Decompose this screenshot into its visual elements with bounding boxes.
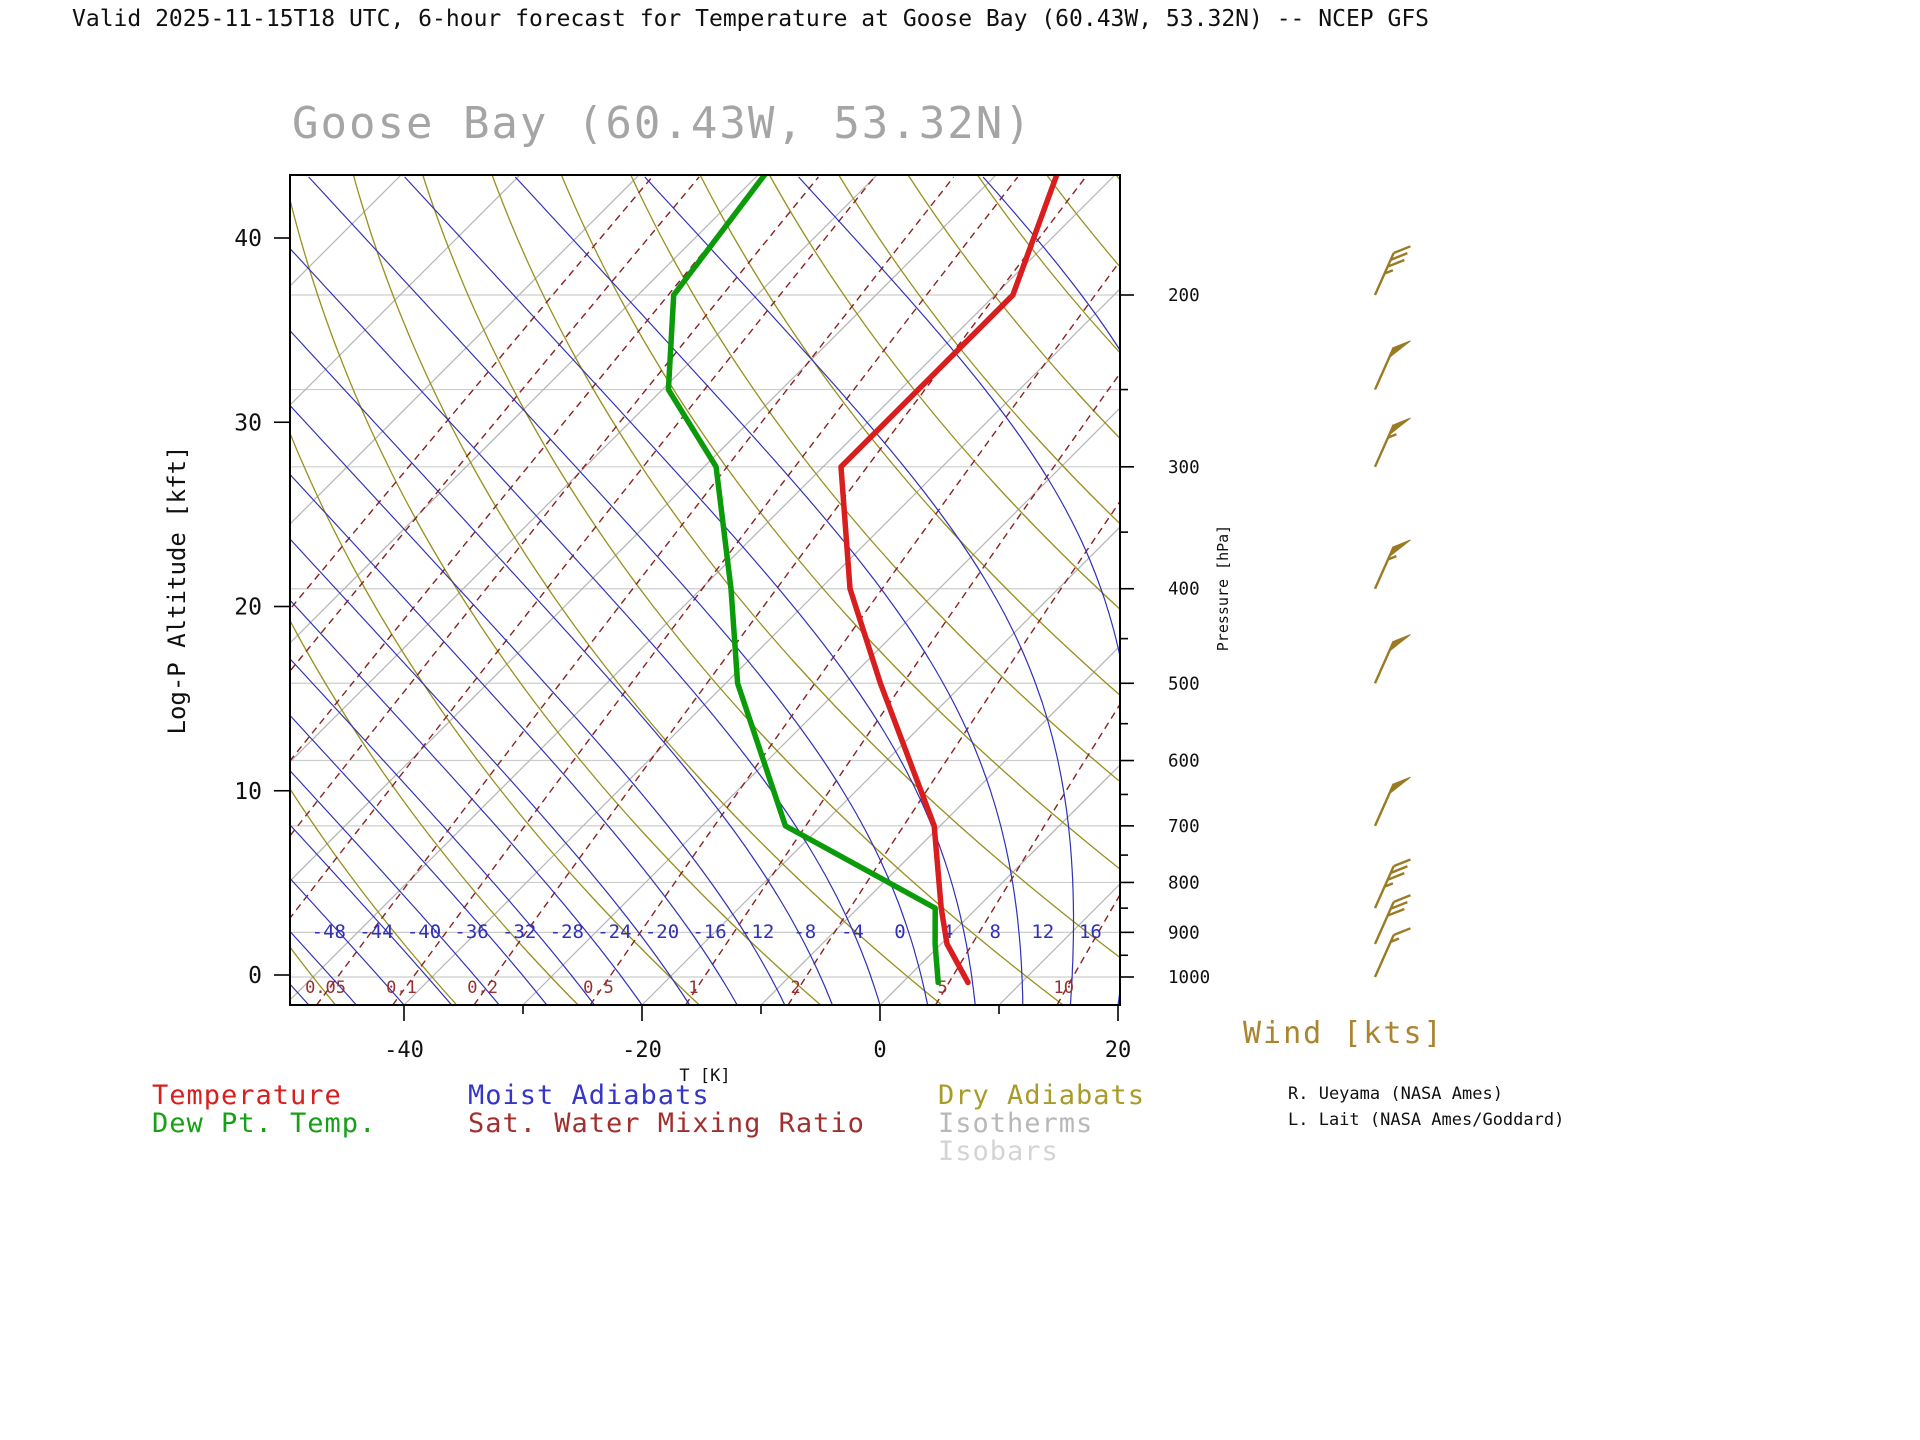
plot-field: -48 -44 -40 -36 -32 -28 -24 -20 -16 -12 -8 -4 0 4 8 12 1… bbox=[290, 175, 1120, 1005]
credit-line-2: L. Lait (NASA Ames/Goddard) bbox=[1288, 1110, 1565, 1130]
pressure-tick-label: 500 bbox=[1168, 674, 1200, 694]
mixing-ratio-label: 1 bbox=[688, 978, 698, 998]
x-axis-title: T [K] bbox=[679, 1066, 731, 1086]
wind-barb bbox=[1373, 245, 1411, 296]
chart-title: Goose Bay (60.43W, 53.32N) bbox=[292, 98, 1033, 149]
temp-tick-label: 0 bbox=[873, 1038, 886, 1063]
generated-chart-layers: -48 -44 -40 -36 -32 -28 -24 -20 -16 -12 -8 -4 0 4 8 12 1… bbox=[234, 174, 1411, 1063]
isotherms-group bbox=[290, 175, 1120, 1005]
legend-temperature: Temperature bbox=[152, 1080, 342, 1111]
temp-tick-label: -40 bbox=[384, 1038, 424, 1063]
moist-adiabat-label: -48 bbox=[312, 921, 346, 943]
mixing-ratio-label: 5 bbox=[938, 978, 948, 998]
moist-adiabat-label: -16 bbox=[692, 921, 726, 943]
wind-barbs-group bbox=[1373, 245, 1411, 978]
moist-adiabat-labels: -48 -44 -40 -36 -32 -28 -24 -20 -16 -12 -8 -4 0 4 8 12 1… bbox=[312, 921, 1102, 943]
moist-adiabat-label: 8 bbox=[989, 921, 1000, 943]
legend-moist-adiabats: Moist Adiabats bbox=[468, 1080, 710, 1111]
moist-adiabat-label: 16 bbox=[1079, 921, 1102, 943]
pressure-tick-label: 1000 bbox=[1168, 968, 1210, 988]
mixing-ratio-labels: 0.05 0.1 0.2 0.5 1 2 5 10 bbox=[305, 978, 1074, 998]
wind-barb bbox=[1373, 340, 1411, 391]
dry-adiabats-group bbox=[290, 175, 1120, 1005]
wind-barb bbox=[1373, 858, 1411, 909]
moist-adiabats-group bbox=[290, 176, 1120, 1005]
pressure-tick-label: 300 bbox=[1168, 458, 1200, 478]
mixing-ratio-label: 0.5 bbox=[583, 978, 614, 998]
mixing-ratio-label: 0.1 bbox=[386, 978, 417, 998]
wind-barb bbox=[1373, 927, 1411, 978]
plot-frame bbox=[289, 174, 1121, 1006]
y-axis-title: Log-P Altitude [kft] bbox=[163, 446, 191, 735]
moist-adiabat-label: 0 bbox=[894, 921, 905, 943]
moist-adiabat-label: 12 bbox=[1031, 921, 1054, 943]
temperature-trace bbox=[838, 175, 1060, 986]
moist-adiabat-label: -12 bbox=[740, 921, 774, 943]
altitude-tick-label: 40 bbox=[234, 226, 262, 252]
pressure-tick-label: 600 bbox=[1168, 752, 1200, 772]
mixing-ratio-group bbox=[290, 176, 1120, 1005]
moist-adiabat-label: -40 bbox=[407, 921, 441, 943]
pressure-tick-label: 900 bbox=[1168, 923, 1200, 943]
mixing-ratio-label: 2 bbox=[791, 978, 801, 998]
legend-mixing-ratio: Sat. Water Mixing Ratio bbox=[468, 1108, 865, 1139]
moist-adiabat-label: -8 bbox=[793, 921, 816, 943]
legend-isobars: Isobars bbox=[938, 1136, 1059, 1167]
moist-adiabat-label: -4 bbox=[841, 921, 864, 943]
legend-dry-adiabats: Dry Adiabats bbox=[938, 1080, 1146, 1111]
pressure-tick-label: 400 bbox=[1168, 580, 1200, 600]
altitude-tick-label: 20 bbox=[234, 595, 262, 621]
moist-adiabat-label: -36 bbox=[454, 921, 488, 943]
mixing-ratio-label: 0.2 bbox=[467, 978, 498, 998]
mixing-ratio-label: 10 bbox=[1054, 978, 1074, 998]
wind-barb bbox=[1373, 894, 1411, 945]
moist-adiabat-label: -24 bbox=[597, 921, 631, 943]
header-title: Valid 2025-11-15T18 UTC, 6-hour forecast… bbox=[72, 6, 1430, 32]
tick-labels: 0102030402003004005006007008009001000-40… bbox=[234, 226, 1210, 1063]
moist-adiabat-label: -20 bbox=[645, 921, 679, 943]
altitude-tick-label: 10 bbox=[234, 779, 262, 805]
credit-line-1: R. Ueyama (NASA Ames) bbox=[1288, 1084, 1503, 1104]
right-axis-title: Pressure [hPa] bbox=[1214, 525, 1232, 651]
tick-marks bbox=[274, 237, 1134, 1021]
pressure-tick-label: 200 bbox=[1168, 286, 1200, 306]
dewpoint-trace bbox=[665, 175, 941, 986]
altitude-tick-label: 30 bbox=[234, 410, 262, 436]
legend-dewpoint: Dew Pt. Temp. bbox=[152, 1108, 377, 1139]
legend-isotherms: Isotherms bbox=[938, 1108, 1094, 1139]
temp-tick-label: -20 bbox=[622, 1038, 662, 1063]
wind-barb bbox=[1373, 539, 1411, 590]
wind-units-label: Wind [kts] bbox=[1243, 1016, 1444, 1051]
wind-barb bbox=[1373, 634, 1411, 684]
moist-adiabat-label: -28 bbox=[550, 921, 584, 943]
altitude-tick-label: 0 bbox=[248, 963, 262, 989]
mixing-ratio-label: 0.05 bbox=[305, 978, 346, 998]
temp-tick-label: 20 bbox=[1105, 1038, 1132, 1063]
moist-adiabat-label: -32 bbox=[502, 921, 536, 943]
wind-barb bbox=[1373, 776, 1411, 827]
wind-barb bbox=[1373, 417, 1411, 468]
pressure-tick-label: 700 bbox=[1168, 817, 1200, 837]
moist-adiabat-label: -44 bbox=[359, 921, 393, 943]
pressure-tick-label: 800 bbox=[1168, 873, 1200, 893]
